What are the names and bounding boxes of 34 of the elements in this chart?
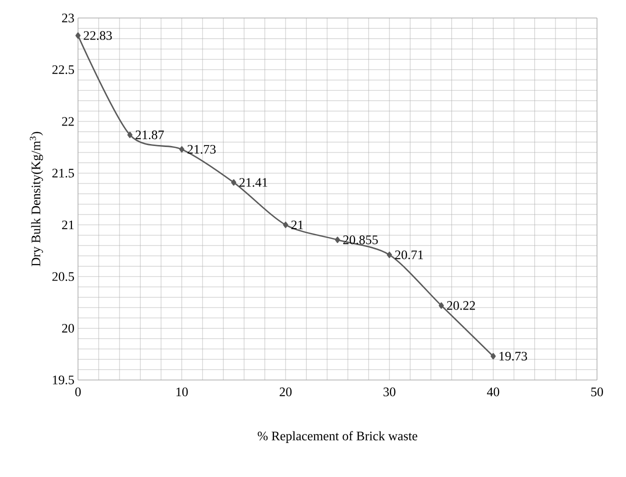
y-tick-label: 19.5 xyxy=(52,376,74,384)
data-label: 21.41 xyxy=(239,178,268,187)
x-tick-label: 20 xyxy=(280,388,292,396)
x-tick-label: 40 xyxy=(486,388,500,396)
x-tick-label: 10 xyxy=(176,388,188,396)
y-tick-label: 20.5 xyxy=(52,272,74,281)
y-tick-label: 22.5 xyxy=(52,65,74,74)
point xyxy=(334,236,340,244)
x-tick-label: 0 xyxy=(75,388,81,396)
x-tick-label: 30 xyxy=(384,388,396,396)
data-label: 21.73 xyxy=(188,144,216,154)
data-label: 19.73 xyxy=(500,352,528,361)
point xyxy=(283,222,288,228)
point xyxy=(438,302,444,309)
data-label: 22.83 xyxy=(84,31,112,40)
data-label: 21 xyxy=(291,220,303,230)
y-tick-label: 22 xyxy=(62,117,74,126)
y-tick-label: 20 xyxy=(62,324,74,333)
data-label: 20.22 xyxy=(447,301,475,310)
data-label: 20.855 xyxy=(343,235,378,244)
point xyxy=(179,146,184,153)
y-tick-label: 21.5 xyxy=(52,168,74,178)
y-tick-label: 21 xyxy=(62,220,74,230)
point xyxy=(75,32,81,39)
data-label: 21.87 xyxy=(136,130,164,140)
x-axis-title: % Replacement of Brick waste xyxy=(258,431,418,443)
x-tick-label: 50 xyxy=(591,388,603,396)
y-axis-title: Dry Bulk Density(Kg/m$^{3}$) xyxy=(30,132,43,266)
data-label: 20.71 xyxy=(395,250,423,260)
point xyxy=(127,132,132,138)
point xyxy=(386,252,392,258)
point xyxy=(231,179,236,186)
y-tick-label: 23 xyxy=(62,14,74,22)
point xyxy=(490,353,496,360)
